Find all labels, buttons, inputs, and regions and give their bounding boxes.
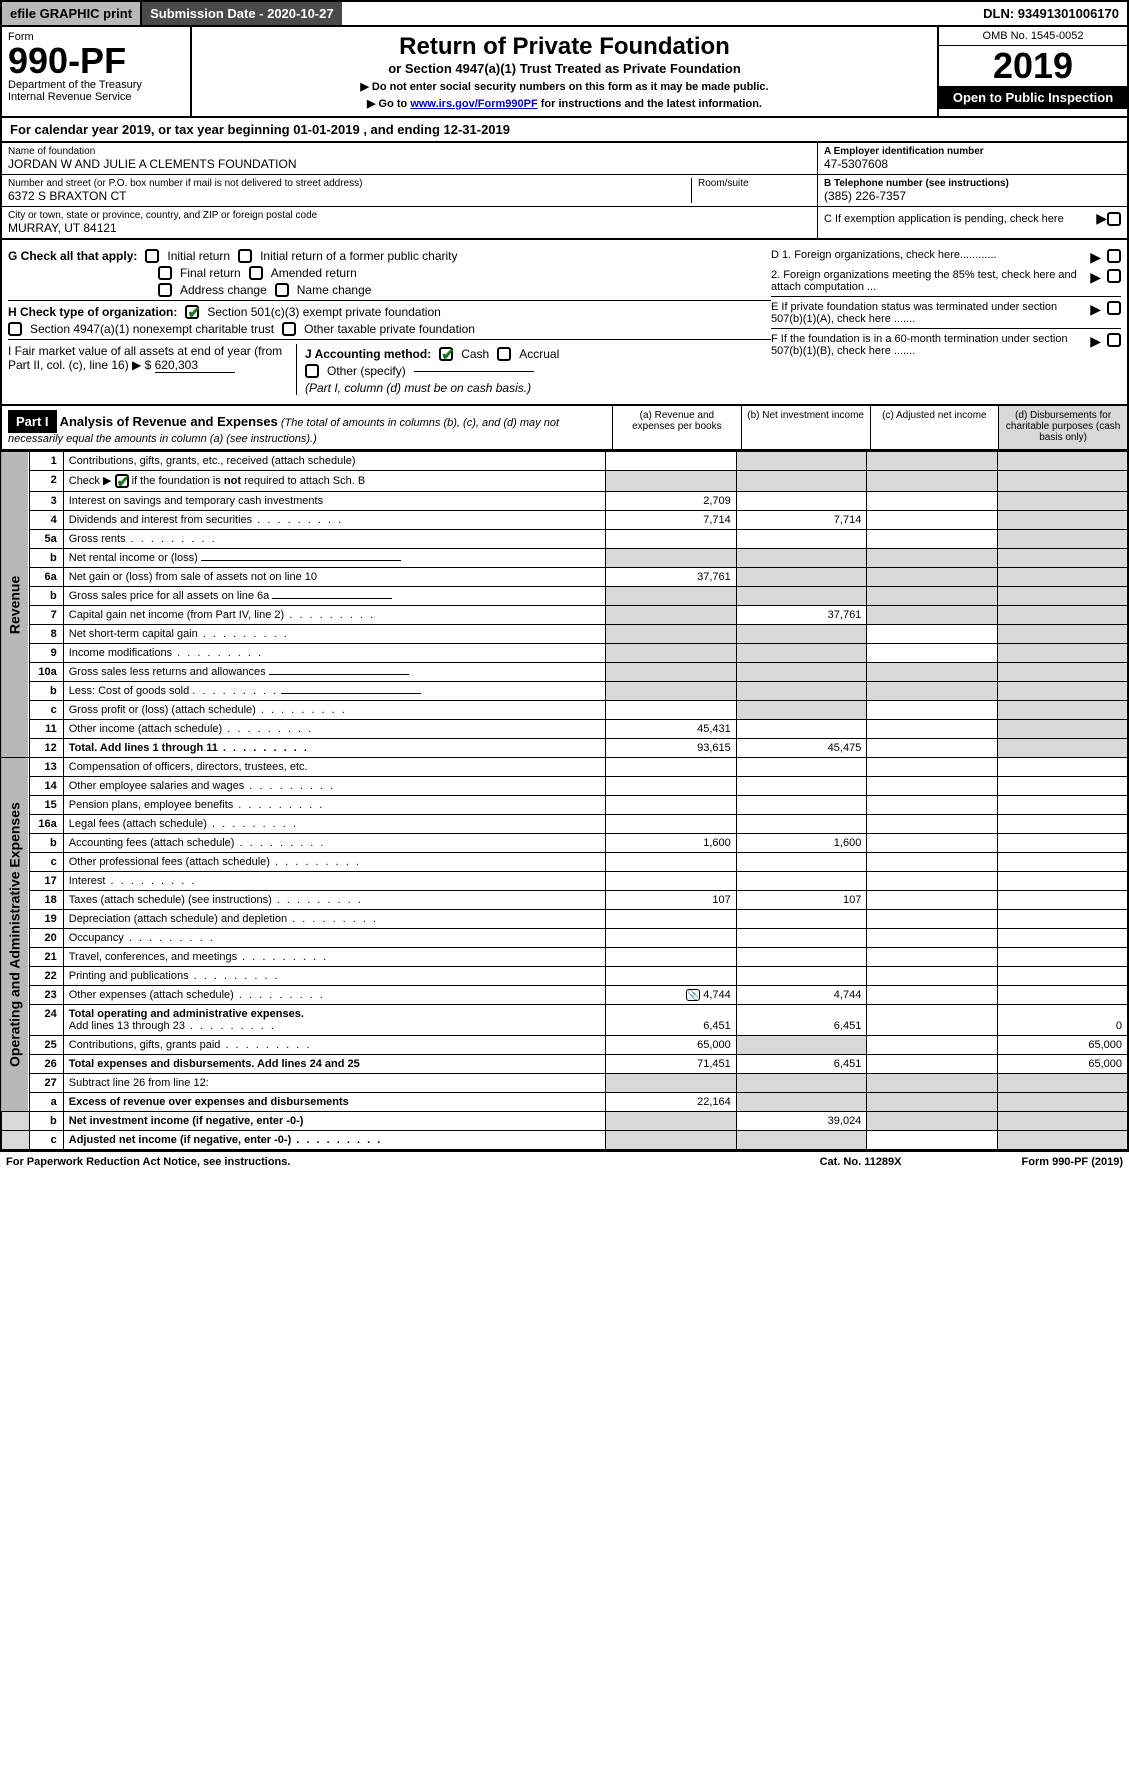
revenue-label: Revenue [1, 452, 29, 758]
cb-501c3[interactable] [185, 305, 199, 319]
top-bar: efile GRAPHIC print Submission Date - 20… [0, 0, 1129, 27]
phone-value: (385) 226-7357 [824, 189, 1121, 203]
g-label: G Check all that apply: [8, 249, 137, 263]
part1-header: Part I Analysis of Revenue and Expenses … [0, 406, 1129, 451]
cb-other-taxable[interactable] [282, 322, 296, 336]
form-header: Form 990-PF Department of the Treasury I… [0, 27, 1129, 118]
e-label: E If private foundation status was termi… [771, 301, 1084, 325]
d2-label: 2. Foreign organizations meeting the 85%… [771, 269, 1084, 293]
foundation-info: Name of foundation JORDAN W AND JULIE A … [0, 143, 1129, 240]
cb-accrual[interactable] [497, 347, 511, 361]
cb-amended[interactable] [249, 266, 263, 280]
cb-d1[interactable] [1107, 249, 1121, 263]
cb-d2[interactable] [1107, 269, 1121, 283]
cb-f[interactable] [1107, 333, 1121, 347]
street-address: 6372 S BRAXTON CT [8, 189, 691, 203]
foundation-name: JORDAN W AND JULIE A CLEMENTS FOUNDATION [8, 157, 811, 171]
addr-label: Number and street (or P.O. box number if… [8, 178, 691, 189]
header-left: Form 990-PF Department of the Treasury I… [2, 27, 192, 116]
header-right: OMB No. 1545-0052 2019 Open to Public In… [937, 27, 1127, 116]
line6b-value [272, 598, 392, 599]
cb-4947[interactable] [8, 322, 22, 336]
part1-table: Revenue 1Contributions, gifts, grants, e… [0, 451, 1129, 1151]
ein-label: A Employer identification number [824, 146, 1121, 157]
part1-title: Analysis of Revenue and Expenses [60, 414, 278, 429]
note-link: ▶ Go to www.irs.gov/Form990PF for instru… [198, 97, 931, 110]
paperwork-notice: For Paperwork Reduction Act Notice, see … [6, 1156, 290, 1168]
cb-schb[interactable] [115, 474, 129, 488]
c-checkbox[interactable] [1107, 212, 1121, 226]
dln: DLN: 93491301006170 [975, 2, 1127, 25]
expenses-label: Operating and Administrative Expenses [1, 758, 29, 1112]
irs-link[interactable]: www.irs.gov/Form990PF [410, 98, 537, 110]
h-label: H Check type of organization: [8, 305, 177, 319]
col-d-header: (d) Disbursements for charitable purpose… [998, 406, 1127, 449]
submission-date: Submission Date - 2020-10-27 [142, 2, 342, 25]
cb-cash[interactable] [439, 347, 453, 361]
fmv-value: 620,303 [155, 358, 235, 373]
checks-section: G Check all that apply: Initial return I… [0, 240, 1129, 406]
c-label: C If exemption application is pending, c… [824, 213, 1096, 225]
j-label: J Accounting method: [305, 347, 431, 361]
header-center: Return of Private Foundation or Section … [192, 27, 937, 116]
part1-tag: Part I [8, 410, 57, 433]
i-label: I Fair market value of all assets at end… [8, 344, 282, 372]
cb-initial-former[interactable] [238, 249, 252, 263]
dept-label: Department of the Treasury [8, 79, 184, 91]
tax-year: 2019 [939, 46, 1127, 86]
cb-address[interactable] [158, 283, 172, 297]
j-note: (Part I, column (d) must be on cash basi… [305, 381, 771, 395]
phone-label: B Telephone number (see instructions) [824, 178, 1121, 189]
d1-label: D 1. Foreign organizations, check here..… [771, 249, 1084, 261]
col-c-header: (c) Adjusted net income [870, 406, 999, 449]
cb-e[interactable] [1107, 301, 1121, 315]
omb-number: OMB No. 1545-0052 [939, 27, 1127, 46]
calendar-year: For calendar year 2019, or tax year begi… [0, 118, 1129, 143]
room-label: Room/suite [698, 178, 811, 189]
city-state-zip: MURRAY, UT 84121 [8, 221, 811, 235]
form-title: Return of Private Foundation [198, 33, 931, 61]
cb-final[interactable] [158, 266, 172, 280]
name-label: Name of foundation [8, 146, 811, 157]
ein-value: 47-5307608 [824, 157, 1121, 171]
cb-other-method[interactable] [305, 364, 319, 378]
form-subtitle: or Section 4947(a)(1) Trust Treated as P… [198, 61, 931, 76]
cb-initial[interactable] [145, 249, 159, 263]
form-ref: Form 990-PF (2019) [1022, 1156, 1123, 1168]
form-number: 990-PF [8, 43, 184, 79]
arrow-icon: ▶ [1096, 210, 1107, 227]
f-label: F If the foundation is in a 60-month ter… [771, 333, 1084, 357]
irs-label: Internal Revenue Service [8, 91, 184, 103]
city-label: City or town, state or province, country… [8, 210, 811, 221]
cat-number: Cat. No. 11289X [820, 1156, 902, 1168]
page-footer: For Paperwork Reduction Act Notice, see … [0, 1151, 1129, 1172]
note-ssn: ▶ Do not enter social security numbers o… [198, 80, 931, 93]
cb-name[interactable] [275, 283, 289, 297]
col-a-header: (a) Revenue and expenses per books [612, 406, 741, 449]
efile-label[interactable]: efile GRAPHIC print [2, 2, 142, 25]
open-public: Open to Public Inspection [939, 86, 1127, 109]
col-b-header: (b) Net investment income [741, 406, 870, 449]
attachment-icon[interactable]: 📎 [686, 989, 700, 1001]
